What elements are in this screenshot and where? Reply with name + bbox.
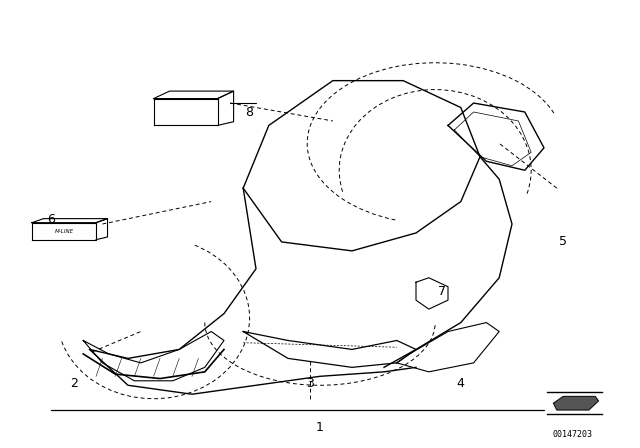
Text: 1: 1 xyxy=(316,421,324,435)
Polygon shape xyxy=(554,396,598,410)
Text: 8: 8 xyxy=(246,105,253,119)
Text: 5: 5 xyxy=(559,235,567,249)
Text: 2: 2 xyxy=(70,376,77,390)
Text: 4: 4 xyxy=(457,376,465,390)
Text: 3: 3 xyxy=(307,376,314,390)
Text: M-LINE: M-LINE xyxy=(54,228,74,234)
Text: 00147203: 00147203 xyxy=(553,430,593,439)
Text: 6: 6 xyxy=(47,213,55,226)
Text: 7: 7 xyxy=(438,284,445,298)
